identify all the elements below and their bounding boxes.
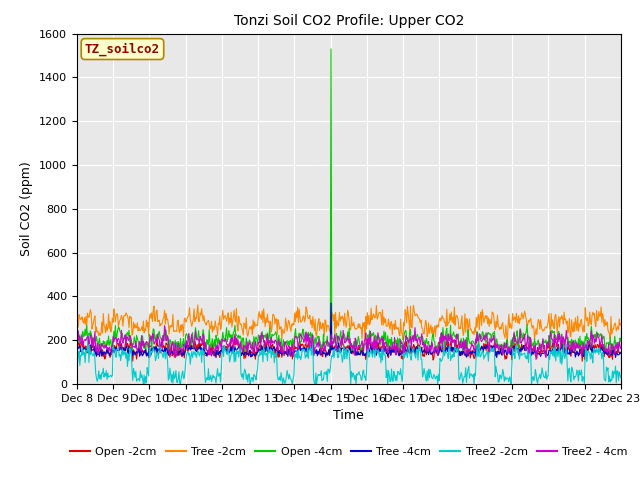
Tree -4cm — [73, 349, 81, 355]
Tree -2cm — [361, 341, 369, 347]
Tree2 - 4cm — [139, 343, 147, 348]
Tree2 -2cm — [417, 344, 424, 350]
Tree2 -2cm — [73, 360, 81, 366]
Open -2cm — [617, 350, 625, 356]
Tree -2cm — [223, 315, 231, 321]
Tree2 - 4cm — [223, 342, 231, 348]
Y-axis label: Soil CO2 (ppm): Soil CO2 (ppm) — [20, 161, 33, 256]
Tree -2cm — [139, 328, 147, 334]
Open -2cm — [139, 348, 147, 354]
Open -2cm — [416, 342, 424, 348]
Tree -4cm — [212, 355, 220, 360]
Tree2 - 4cm — [195, 337, 202, 343]
Open -4cm — [417, 334, 424, 340]
Tree -2cm — [617, 321, 625, 327]
Open -4cm — [327, 46, 335, 52]
Tree2 -2cm — [433, 374, 440, 380]
Open -2cm — [194, 347, 202, 353]
Open -2cm — [579, 359, 586, 364]
Tree2 -2cm — [224, 345, 232, 351]
Tree2 - 4cm — [431, 346, 439, 352]
Open -4cm — [223, 338, 231, 344]
Open -4cm — [433, 343, 440, 349]
Tree2 -2cm — [140, 372, 148, 378]
Open -4cm — [139, 334, 147, 340]
Tree -4cm — [83, 346, 90, 352]
Tree -2cm — [195, 319, 202, 324]
Open -2cm — [223, 344, 230, 349]
Tree2 - 4cm — [416, 336, 424, 342]
Line: Tree -2cm: Tree -2cm — [77, 305, 621, 344]
Title: Tonzi Soil CO2 Profile: Upper CO2: Tonzi Soil CO2 Profile: Upper CO2 — [234, 14, 464, 28]
Tree2 - 4cm — [83, 336, 90, 341]
Tree2 - 4cm — [617, 346, 625, 351]
Open -4cm — [617, 338, 625, 344]
Line: Tree2 - 4cm: Tree2 - 4cm — [77, 326, 621, 360]
Open -4cm — [83, 323, 90, 328]
Tree2 -2cm — [83, 349, 90, 355]
Tree -2cm — [433, 323, 440, 328]
Open -4cm — [165, 351, 173, 357]
Open -2cm — [231, 331, 239, 337]
Tree2 - 4cm — [532, 357, 540, 362]
Open -4cm — [73, 331, 81, 336]
Legend: Open -2cm, Tree -2cm, Open -4cm, Tree -4cm, Tree2 -2cm, Tree2 - 4cm: Open -2cm, Tree -2cm, Open -4cm, Tree -4… — [65, 442, 632, 461]
Tree -2cm — [83, 325, 90, 331]
Line: Open -2cm: Open -2cm — [77, 334, 621, 361]
X-axis label: Time: Time — [333, 409, 364, 422]
Line: Open -4cm: Open -4cm — [77, 49, 621, 354]
Tree -4cm — [194, 346, 202, 351]
Open -2cm — [73, 342, 81, 348]
Tree2 -2cm — [140, 381, 147, 387]
Tree -4cm — [417, 345, 424, 351]
Tree2 - 4cm — [73, 341, 81, 347]
Tree2 - 4cm — [161, 323, 168, 329]
Open -2cm — [83, 350, 90, 356]
Tree -2cm — [73, 314, 81, 320]
Tree -2cm — [417, 320, 424, 326]
Tree -4cm — [327, 300, 335, 306]
Text: TZ_soilco2: TZ_soilco2 — [85, 42, 160, 56]
Tree -4cm — [139, 353, 147, 359]
Line: Tree2 -2cm: Tree2 -2cm — [77, 336, 621, 384]
Tree -2cm — [194, 302, 202, 308]
Tree2 -2cm — [196, 353, 204, 359]
Tree2 -2cm — [84, 333, 92, 339]
Tree -4cm — [223, 346, 231, 351]
Tree -4cm — [433, 348, 440, 353]
Tree -4cm — [617, 350, 625, 356]
Tree2 -2cm — [617, 374, 625, 380]
Line: Tree -4cm: Tree -4cm — [77, 303, 621, 358]
Open -4cm — [195, 328, 202, 334]
Open -2cm — [431, 344, 439, 350]
